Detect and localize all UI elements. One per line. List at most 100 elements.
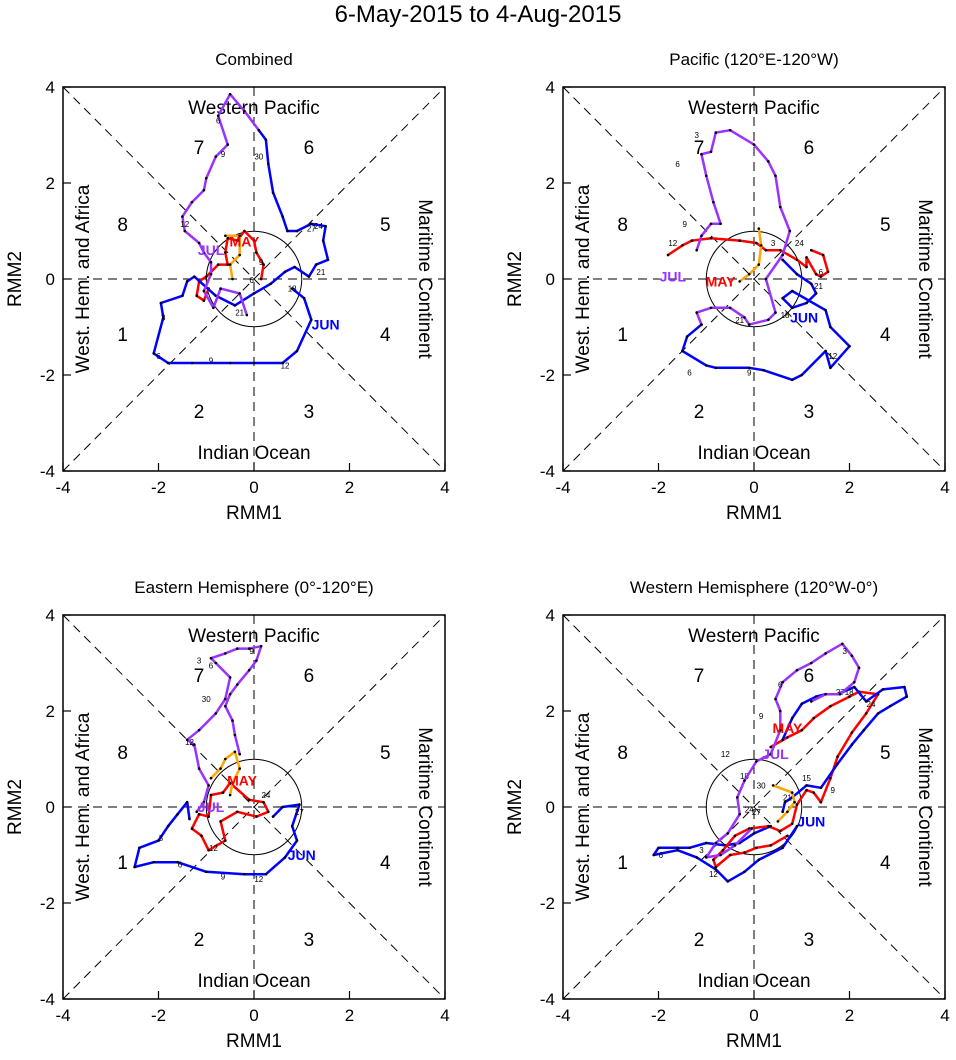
day-number-label: 27 [295,808,304,817]
region-label-bottom: Indian Ocean [697,971,810,992]
day-number-label: 15 [802,774,811,783]
day-marker-point [324,224,327,228]
day-marker-point [233,750,237,754]
figure-title: 6-May-2015 to 4-Aug-2015 [335,1,622,28]
day-marker-point [695,248,698,252]
month-label-jul: JUL [660,269,687,285]
day-marker-point [786,736,789,739]
phase-number-3: 3 [804,930,815,951]
series-line-jul [181,92,261,317]
day-marker-point [800,728,804,732]
day-marker-point [216,263,220,266]
region-label-left: West. Hem. and Africa [573,184,594,373]
y-axis-label: RMM2 [5,251,26,307]
day-marker-point [202,251,206,254]
phase-panel-2: Pacific (120°E-120°W)-4-4-2-2002244RMM1R… [505,50,950,524]
day-marker-point [714,366,718,370]
day-marker-point [757,858,761,862]
day-number-label: 9 [831,786,836,795]
phase-number-4: 4 [380,325,391,346]
panel-title: Eastern Hemisphere (0°-120°E) [134,578,373,597]
day-number-label: 18 [288,285,297,294]
x-tick-label: 4 [440,1006,449,1025]
day-number-label: 21 [316,268,325,277]
day-marker-point [283,270,287,274]
x-tick-label: 2 [845,1006,854,1025]
day-marker-point [228,781,232,785]
day-number-label: 24 [795,239,804,248]
day-number-label: 9 [221,873,226,882]
day-marker-point [269,282,273,286]
day-marker-point [778,248,782,252]
day-marker-point [755,760,758,763]
day-marker-point [231,781,234,785]
day-marker-point [743,851,746,854]
day-marker-point [255,815,258,818]
day-marker-point [262,263,265,266]
day-marker-point [326,258,330,262]
day-marker-point [298,803,301,806]
day-number-label: 6 [209,661,214,670]
phase-number-3: 3 [304,402,315,423]
day-marker-point [747,272,751,276]
phase-number-8: 8 [117,743,128,764]
day-marker-point [810,248,813,252]
phase-number-5: 5 [380,215,391,236]
day-marker-point [310,222,313,226]
day-marker-point [202,289,206,293]
day-marker-point [166,361,170,365]
y-axis-label: RMM2 [5,779,26,835]
day-marker-point [310,318,313,322]
day-marker-point [750,827,753,830]
day-number-label: 6 [156,352,161,361]
panel-title: Pacific (120°E-120°W) [669,50,839,69]
region-label-right: Maritime Continent [914,199,935,359]
y-tick-label: -4 [540,462,555,481]
day-marker-point [712,858,715,862]
month-label-jun: JUN [288,847,316,863]
y-tick-label: -2 [540,366,555,385]
x-tick-label: 2 [345,1006,354,1025]
day-marker-point [764,248,768,252]
day-marker-point [824,349,827,353]
day-marker-point [743,870,746,874]
month-label-jun: JUN [790,309,818,325]
phase-number-8: 8 [617,215,628,236]
day-marker-point [814,695,818,698]
day-marker-point [781,296,784,300]
day-marker-point [152,352,156,355]
y-tick-label: 2 [546,702,555,721]
day-marker-point [781,680,784,684]
day-marker-point [735,796,739,799]
phase-number-4: 4 [380,853,391,874]
day-marker-point [252,239,256,242]
x-tick-label: -2 [651,1006,666,1025]
day-number-label: 24 [745,805,754,814]
day-marker-point [271,815,275,818]
day-marker-point [848,344,851,348]
day-marker-point [226,263,230,266]
day-marker-point [726,832,730,835]
day-marker-point [755,846,758,850]
unit-circle [705,230,803,328]
day-marker-point [876,712,880,715]
day-marker-point [819,275,823,278]
day-marker-point [778,205,782,209]
y-tick-label: 4 [46,78,55,97]
day-marker-point [238,253,241,257]
panel-title: Western Hemisphere (120°W-0°) [630,578,878,597]
x-axis-label: RMM1 [226,503,282,524]
day-marker-point [795,272,799,276]
day-marker-point [714,131,718,134]
day-marker-point [271,191,275,194]
day-marker-point [228,793,232,797]
day-marker-point [252,361,256,365]
day-number-label: 24 [867,700,876,709]
day-marker-point [157,839,160,842]
series-line-jun [681,258,851,382]
day-marker-point [138,846,141,850]
day-marker-point [903,685,906,689]
day-marker-point [209,656,213,660]
day-marker-point [743,779,746,782]
